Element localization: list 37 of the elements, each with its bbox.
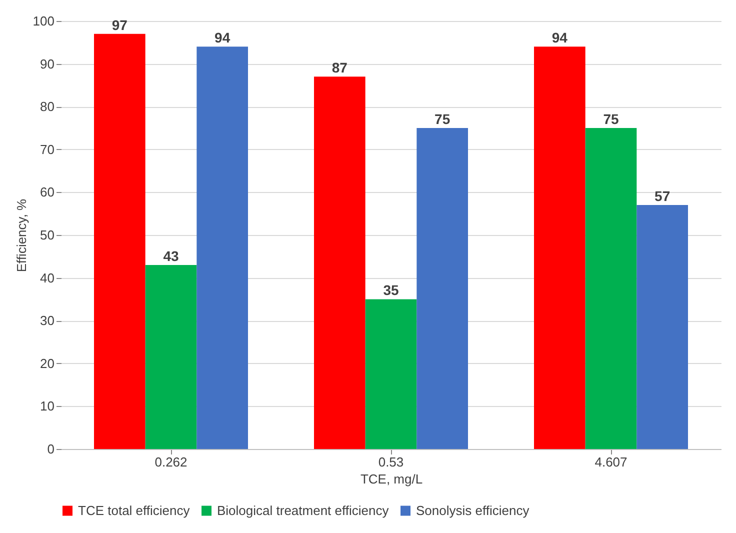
data-label: 43 <box>163 248 179 264</box>
data-label: 94 <box>552 30 568 46</box>
data-label: 35 <box>383 282 399 298</box>
data-label: 94 <box>214 30 230 46</box>
x-tick-label: 0.53 <box>378 454 404 470</box>
bar <box>145 264 197 449</box>
bar <box>94 34 146 449</box>
data-label: 97 <box>112 16 128 33</box>
y-tick-label: 90 <box>40 56 54 72</box>
data-label: 57 <box>654 188 670 204</box>
y-tick-label: 10 <box>40 398 54 414</box>
x-tick-label: 0.262 <box>154 454 188 470</box>
x-axis-title: TCE, mg/L <box>360 472 423 486</box>
y-tick-label: 50 <box>40 228 54 242</box>
y-tick-label: 100 <box>32 14 54 28</box>
legend-label: Sonolysis efficiency <box>416 502 530 518</box>
data-label: 87 <box>332 60 348 76</box>
x-tick-label: 4.607 <box>594 454 628 470</box>
bar <box>314 76 366 449</box>
data-label: 75 <box>434 111 450 127</box>
y-tick-label: 60 <box>40 184 54 200</box>
legend-label: Biological treatment efficiency <box>217 502 390 518</box>
y-tick-label: 40 <box>40 270 54 286</box>
y-tick-label: 80 <box>40 99 54 114</box>
y-tick-label: 20 <box>40 356 54 371</box>
bar <box>585 128 637 449</box>
data-label: 75 <box>603 111 619 127</box>
y-tick-label: 30 <box>40 313 54 328</box>
bar <box>636 205 688 449</box>
bar <box>416 128 468 449</box>
bar <box>534 46 586 449</box>
y-tick-label: 0 <box>47 442 54 456</box>
legend-label: TCE total efficiency <box>78 502 190 518</box>
bar <box>196 46 248 449</box>
bar <box>365 299 417 449</box>
y-tick-label: 70 <box>40 142 54 157</box>
y-axis-title: Efficiency, % <box>14 198 29 272</box>
